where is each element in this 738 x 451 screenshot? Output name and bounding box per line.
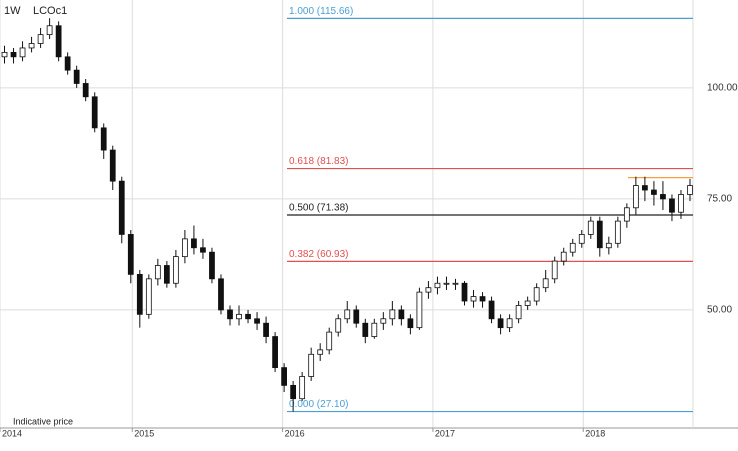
candle-body: [551, 260, 558, 280]
candle-body: [28, 43, 35, 49]
candle-body: [326, 331, 333, 351]
candle-body: [127, 234, 134, 275]
candle-body: [515, 305, 522, 320]
x-tick-label: 2015: [134, 428, 154, 438]
candle-body: [109, 149, 116, 182]
candle-body: [254, 318, 260, 324]
candle-body: [46, 25, 53, 36]
y-tick-label: 75.00: [707, 194, 732, 205]
x-tick-label: 2017: [435, 428, 455, 438]
candle-body: [100, 127, 107, 151]
y-tick-label: 100.00: [707, 83, 738, 94]
candle-body: [524, 300, 531, 306]
candle-body: [73, 69, 80, 84]
candle-body: [632, 185, 639, 209]
candle-body: [91, 96, 98, 129]
candle-body: [407, 318, 414, 329]
candle-body: [163, 265, 170, 284]
x-tick-label: 2014: [2, 428, 22, 438]
candle-body: [371, 322, 378, 337]
candle-body: [578, 234, 585, 244]
candle-body: [136, 273, 143, 315]
fib-label: 0.382 (60.93): [289, 249, 349, 260]
candle-body: [461, 282, 468, 302]
candle-body: [488, 300, 495, 320]
interval: 1W: [4, 5, 21, 17]
candle-body: [299, 376, 306, 400]
candle-body: [497, 318, 504, 329]
candle-body: [623, 207, 630, 222]
candle-body: [587, 220, 594, 235]
symbol: LCOc1: [33, 5, 67, 17]
candle-body: [272, 336, 278, 369]
candle-body: [398, 309, 405, 320]
candle-body: [191, 238, 197, 249]
candle-body: [344, 309, 351, 320]
candle-body: [596, 220, 603, 249]
candle-body: [263, 322, 269, 337]
fib-label: 1.000 (115.66): [289, 6, 353, 17]
fib-label: 0.618 (81.83): [289, 156, 349, 167]
candle-body: [687, 185, 693, 195]
candle-body: [506, 318, 513, 329]
candle-body: [452, 282, 459, 285]
candle-body: [227, 309, 233, 320]
candle-body: [145, 278, 152, 315]
candle-body: [55, 25, 62, 58]
candle-body: [669, 198, 675, 213]
candle-body: [290, 384, 297, 400]
candle-body: [37, 34, 44, 44]
candle-body: [560, 251, 567, 262]
fib-label: 0.500 (71.38): [289, 203, 349, 214]
candle-body: [642, 185, 648, 191]
candle-body: [317, 349, 324, 355]
candle-body: [218, 278, 224, 311]
candle-body: [10, 51, 17, 58]
candle-body: [335, 318, 342, 333]
candle-body: [416, 291, 423, 329]
candle-body: [182, 238, 188, 258]
candle-body: [245, 313, 251, 320]
candle-body: [281, 367, 287, 386]
note: Indicative price: [13, 416, 73, 426]
candle-body: [200, 247, 206, 253]
candle-body: [660, 194, 666, 200]
y-tick-label: 50.00: [707, 305, 732, 316]
candle-body: [425, 287, 432, 293]
candle-body: [82, 83, 89, 98]
candle-body: [64, 56, 71, 71]
candle-body: [1, 51, 8, 58]
candle-body: [353, 309, 360, 324]
candle-body: [236, 313, 242, 320]
candle-body: [173, 256, 179, 284]
candle-body: [389, 309, 396, 320]
candle-body: [542, 278, 549, 289]
candle-body: [614, 220, 621, 244]
candle-body: [605, 242, 612, 249]
candle-body: [533, 287, 540, 302]
x-tick-label: 2018: [585, 428, 605, 438]
candle-body: [308, 353, 315, 377]
candle-body: [154, 265, 161, 280]
candle-body: [362, 322, 369, 337]
fib-label: 0.000 (27.10): [289, 399, 349, 410]
candle-body: [209, 251, 215, 280]
candle-body: [443, 282, 450, 285]
candle-body: [118, 180, 125, 235]
candle-body: [479, 296, 486, 302]
candle-body: [434, 282, 441, 289]
x-tick-label: 2016: [285, 428, 305, 438]
candle-body: [569, 242, 576, 253]
candle-body: [470, 296, 477, 302]
candle-body: [678, 194, 684, 213]
candle-body: [19, 47, 26, 58]
candle-body: [651, 189, 657, 195]
candle-body: [380, 318, 387, 324]
